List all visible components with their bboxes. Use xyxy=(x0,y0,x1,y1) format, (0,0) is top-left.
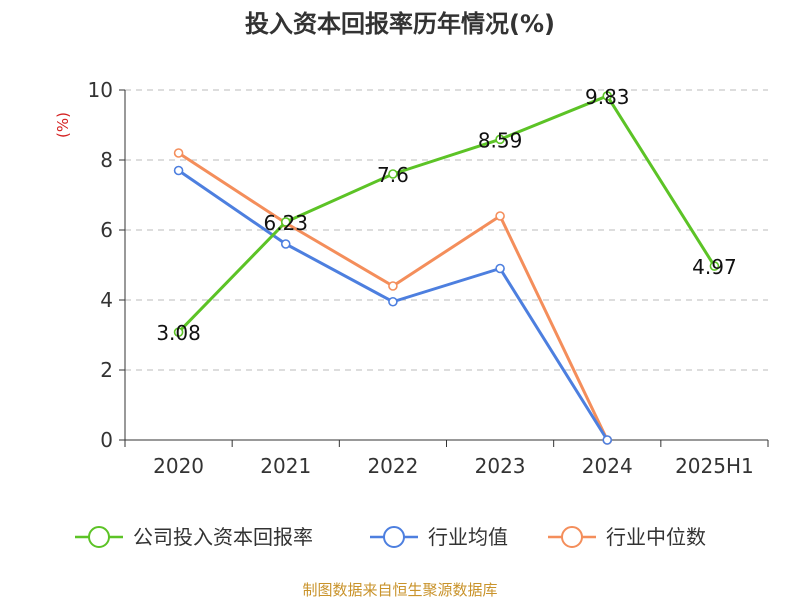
data-point xyxy=(280,217,291,227)
legend-label: 行业中位数 xyxy=(606,525,706,549)
data-point xyxy=(495,134,505,145)
axes: 0 2 4 6 8 10 2020 2021 2022 2023 2024 2025H1 (%) xyxy=(54,78,769,478)
x-tick-label: 2023 xyxy=(475,454,526,478)
data-point xyxy=(709,261,720,271)
y-tick-label: 0 xyxy=(100,428,113,452)
y-tick-label: 2 xyxy=(100,358,113,382)
x-tick-label: 2021 xyxy=(260,454,311,478)
y-tick-label: 4 xyxy=(100,288,113,312)
source-note: 制图数据来自恒生聚源数据库 xyxy=(302,581,497,599)
data-point xyxy=(173,165,184,176)
y-tick-label: 10 xyxy=(88,78,113,102)
x-tick-label: 2025H1 xyxy=(675,454,754,478)
data-point xyxy=(602,91,613,101)
series-group: 3.08 6.23 7.6 8.59 9.83 4.97 xyxy=(156,85,737,445)
data-label: 3.08 xyxy=(156,321,201,345)
x-tick-label: 2020 xyxy=(153,454,204,478)
legend-marker xyxy=(383,526,405,548)
legend: 公司投入资本回报率 行业均值 行业中位数 xyxy=(75,525,706,549)
y-unit-label: (%) xyxy=(54,112,72,138)
data-point xyxy=(495,211,505,221)
data-point xyxy=(602,435,613,445)
legend-marker xyxy=(561,526,583,548)
chart-title: 投入资本回报率历年情况(%) xyxy=(245,10,555,38)
data-point xyxy=(388,296,398,307)
data-point xyxy=(388,281,398,291)
legend-label: 公司投入资本回报率 xyxy=(133,525,313,549)
data-point xyxy=(173,327,184,338)
legend-marker xyxy=(88,526,110,548)
data-point xyxy=(495,263,505,274)
x-tick-label: 2024 xyxy=(582,454,633,478)
data-label: 8.59 xyxy=(478,128,523,152)
legend-label: 行业均值 xyxy=(428,525,508,549)
data-label: 6.23 xyxy=(263,211,308,235)
y-tick-label: 8 xyxy=(100,148,113,172)
data-label: 9.83 xyxy=(585,85,630,109)
data-label: 4.97 xyxy=(692,255,737,279)
data-point xyxy=(173,148,184,158)
data-point xyxy=(280,239,291,249)
x-tick-label: 2022 xyxy=(367,454,418,478)
grid xyxy=(125,89,768,371)
data-point xyxy=(388,169,398,179)
series-line xyxy=(177,151,609,441)
series-line xyxy=(177,94,716,334)
data-label: 7.6 xyxy=(377,163,409,187)
y-tick-label: 6 xyxy=(100,218,113,242)
